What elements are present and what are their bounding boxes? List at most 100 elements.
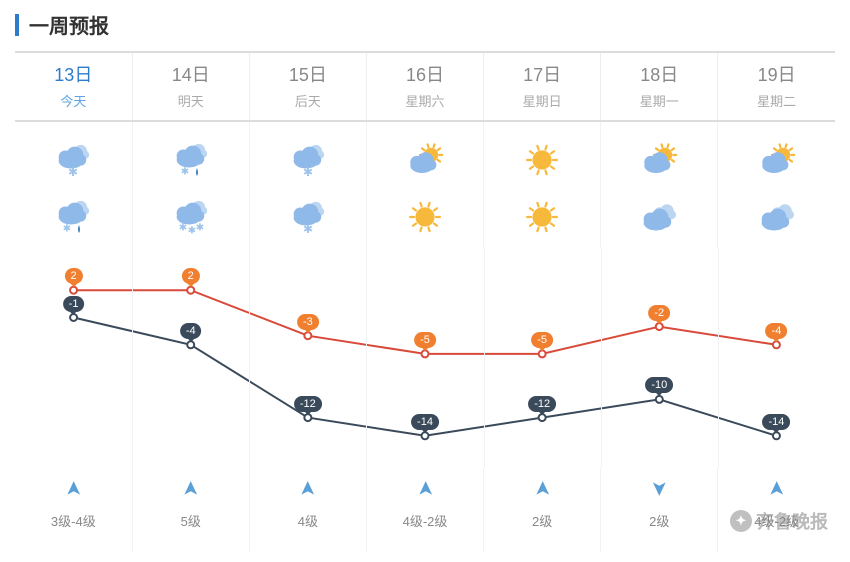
wind-level: 4级-2级	[366, 505, 483, 552]
forecast-container: 一周预报 13日 今天14日 明天15日 后天16日 星期六17日 星期日18日…	[0, 0, 850, 562]
partly-sun-icon	[757, 140, 797, 185]
forecast-table: 13日 今天14日 明天15日 后天16日 星期六17日 星期日18日 星期一1…	[15, 51, 835, 552]
weather-icon-night: ✱	[15, 191, 132, 248]
day-header[interactable]: 15日 后天	[249, 52, 366, 121]
wind-direction: ➤	[249, 468, 366, 505]
wind-arrow-icon: ➤	[530, 480, 555, 497]
sunny-icon	[405, 197, 445, 242]
wind-arrow-icon: ➤	[61, 480, 86, 497]
partly-icon	[757, 197, 797, 242]
weather-icon-day	[484, 121, 601, 191]
header-row: 13日 今天14日 明天15日 后天16日 星期六17日 星期日18日 星期一1…	[15, 52, 835, 121]
snow-icon: ✱	[288, 140, 328, 185]
date-label: 13日	[15, 61, 132, 87]
date-label: 15日	[250, 61, 366, 87]
weather-icon-day	[718, 121, 835, 191]
weather-icon-row-day: ✱ ✱ ✱	[15, 121, 835, 191]
snow-heavy-icon: ✱✱✱	[171, 197, 211, 242]
snow-icon: ✱	[288, 197, 328, 242]
day-header[interactable]: 19日 星期二	[718, 52, 835, 121]
low-temp-label: -4	[180, 323, 202, 339]
wind-level-row: 3级-4级5级4级4级-2级2级2级4级-2级	[15, 505, 835, 552]
wind-direction: ➤	[484, 468, 601, 505]
grid-line	[718, 248, 719, 468]
low-temp-label: -1	[63, 296, 85, 312]
svg-text:✱: ✱	[63, 224, 71, 235]
title-accent	[15, 14, 19, 36]
sunny-icon	[522, 197, 562, 242]
high-temp-label: -2	[648, 305, 670, 321]
partly-sun-icon	[405, 140, 445, 185]
date-label: 16日	[367, 61, 483, 87]
svg-text:✱: ✱	[181, 167, 189, 178]
weather-icon-night: ✱	[249, 191, 366, 248]
wind-direction-row: ➤ ➤ ➤ ➤ ➤ ➤ ➤	[15, 468, 835, 505]
date-label: 14日	[133, 61, 249, 87]
wind-direction: ➤	[15, 468, 132, 505]
dow-label: 今天	[15, 91, 132, 110]
wechat-icon: ✦	[730, 510, 752, 532]
dow-label: 后天	[250, 91, 366, 110]
date-label: 19日	[718, 61, 835, 87]
high-temp-label: 2	[182, 268, 200, 284]
temp-chart: 2-12-4-3-12-5-14-5-12-2-10-4-14	[15, 248, 835, 468]
date-label: 18日	[601, 61, 717, 87]
grid-line	[601, 248, 602, 468]
wind-level: 2级	[484, 505, 601, 552]
day-header[interactable]: 14日 明天	[132, 52, 249, 121]
wind-arrow-icon: ➤	[178, 480, 203, 497]
grid-line	[249, 248, 250, 468]
low-temp-label: -14	[762, 414, 790, 430]
wind-arrow-icon: ➤	[647, 480, 672, 497]
watermark-text: 齐鲁晚报	[756, 508, 828, 534]
sleet-icon: ✱	[53, 197, 93, 242]
svg-text:✱: ✱	[303, 222, 313, 236]
wind-direction: ➤	[132, 468, 249, 505]
high-temp-label: -3	[297, 314, 319, 330]
weather-icon-night	[718, 191, 835, 248]
weather-icon-night: ✱✱✱	[132, 191, 249, 248]
partly-sun-icon	[639, 140, 679, 185]
weather-icon-day: ✱	[15, 121, 132, 191]
grid-line	[484, 248, 485, 468]
sleet-icon: ✱	[171, 140, 211, 185]
weather-icon-night	[601, 191, 718, 248]
high-temp-label: -4	[766, 323, 788, 339]
high-temp-label: -5	[531, 332, 553, 348]
day-header[interactable]: 18日 星期一	[601, 52, 718, 121]
low-temp-label: -12	[294, 396, 322, 412]
dow-label: 星期二	[718, 91, 835, 110]
low-temp-label: -10	[645, 377, 673, 393]
dow-label: 明天	[133, 91, 249, 110]
day-header[interactable]: 17日 星期日	[484, 52, 601, 121]
wind-direction: ➤	[366, 468, 483, 505]
page-title: 一周预报	[29, 10, 109, 39]
day-header[interactable]: 16日 星期六	[366, 52, 483, 121]
day-header[interactable]: 13日 今天	[15, 52, 132, 121]
sunny-icon	[522, 140, 562, 185]
temp-chart-row: 2-12-4-3-12-5-14-5-12-2-10-4-14	[15, 248, 835, 468]
high-temp-label: 2	[65, 268, 83, 284]
watermark: ✦ 齐鲁晚报	[730, 508, 828, 534]
high-temp-label: -5	[414, 332, 436, 348]
weather-icon-night	[366, 191, 483, 248]
weather-icon-night	[484, 191, 601, 248]
low-temp-label: -14	[411, 414, 439, 430]
date-label: 17日	[484, 61, 600, 87]
wind-level: 4级	[249, 505, 366, 552]
grid-line	[132, 248, 133, 468]
wind-arrow-icon: ➤	[764, 480, 789, 497]
weather-icon-day	[366, 121, 483, 191]
wind-level: 2级	[601, 505, 718, 552]
weather-icon-row-night: ✱ ✱✱✱ ✱	[15, 191, 835, 248]
wind-arrow-icon: ➤	[412, 480, 437, 497]
wind-level: 3级-4级	[15, 505, 132, 552]
title-bar: 一周预报	[15, 10, 835, 39]
svg-text:✱: ✱	[303, 165, 313, 179]
svg-text:✱: ✱	[179, 223, 187, 234]
wind-arrow-icon: ➤	[295, 480, 320, 497]
partly-icon	[639, 197, 679, 242]
svg-text:✱: ✱	[68, 165, 78, 179]
dow-label: 星期六	[367, 91, 483, 110]
dow-label: 星期日	[484, 91, 600, 110]
